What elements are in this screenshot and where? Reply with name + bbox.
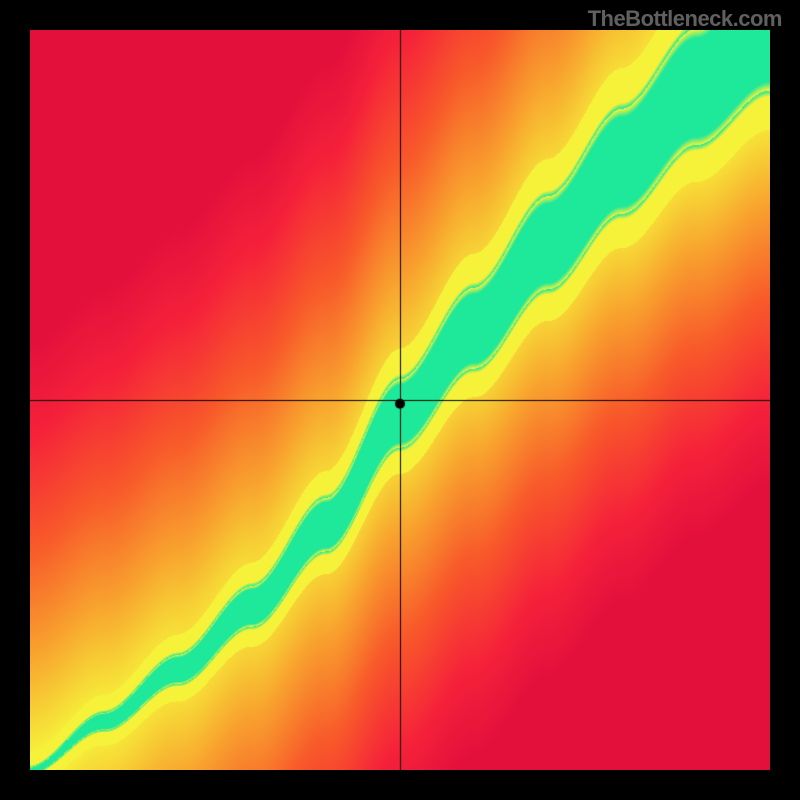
bottleneck-heatmap <box>30 30 770 770</box>
chart-container: { "watermark": { "text": "TheBottleneck.… <box>0 0 800 800</box>
plot-area <box>30 30 770 770</box>
watermark-text: TheBottleneck.com <box>588 6 782 32</box>
